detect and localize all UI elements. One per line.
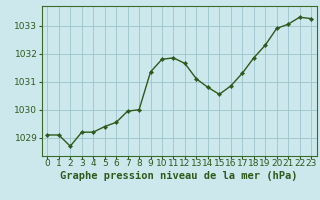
X-axis label: Graphe pression niveau de la mer (hPa): Graphe pression niveau de la mer (hPa) — [60, 171, 298, 181]
